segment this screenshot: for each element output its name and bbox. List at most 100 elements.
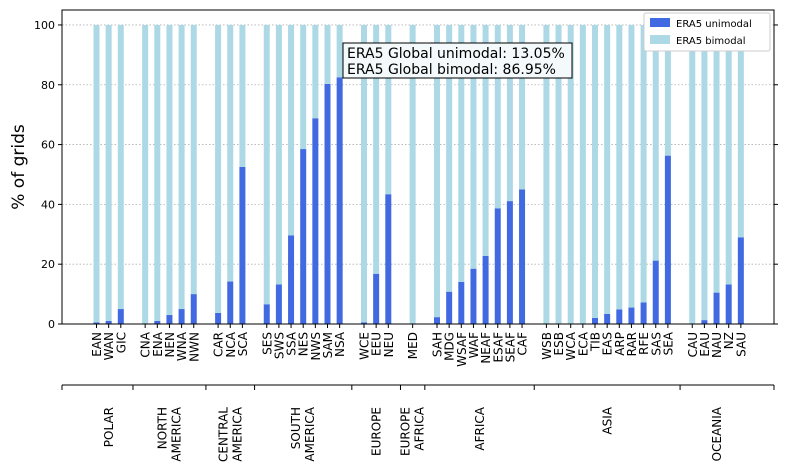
bar-bimodal-car <box>215 24 222 313</box>
bar-unimodal-nsa <box>336 77 343 325</box>
bar-bimodal-nes <box>300 24 307 150</box>
bar-unimodal-nws <box>312 118 319 324</box>
x-tick-label-sas: SAS <box>649 332 663 356</box>
region-label-2-line2: AMERICA <box>230 406 244 461</box>
bar-bimodal-ses <box>263 24 270 305</box>
x-tick-label-eas: EAS <box>601 332 615 355</box>
region-label-7: ASIA <box>601 406 615 434</box>
bar-unimodal-ean <box>93 322 100 324</box>
x-tick-label-nau: NAU <box>710 332 724 358</box>
bar-bimodal-mdg <box>446 24 453 292</box>
bar-bimodal-neu <box>385 24 392 195</box>
bar-unimodal-gic <box>117 309 124 324</box>
region-label-1: NORTH <box>155 407 169 449</box>
bar-bimodal-sah <box>434 24 440 318</box>
bar-unimodal-ses <box>263 304 270 324</box>
bar-bimodal-sau <box>737 24 744 238</box>
x-tick-label-waf: WAF <box>467 332 481 358</box>
bar-bimodal-med <box>409 24 416 324</box>
bar-bimodal-sea <box>664 24 671 156</box>
legend-label-unimodal: ERA5 unimodal <box>676 19 752 30</box>
x-tick-label-nes: NES <box>297 332 311 356</box>
x-tick-label-cau: CAU <box>686 332 700 357</box>
bar-bimodal-esb <box>555 24 562 324</box>
bar-bimodal-nsa <box>336 24 343 78</box>
bar-bimodal-ssa <box>288 24 295 236</box>
bar-unimodal-sah <box>434 317 440 324</box>
bar-bimodal-eau <box>701 24 708 321</box>
bar-bimodal-rar <box>628 24 635 308</box>
x-tick-label-eca: ECA <box>576 331 590 356</box>
x-tick-label-ena: ENA <box>151 331 165 357</box>
x-tick-label-nwn: NWN <box>187 332 201 362</box>
annotation-bimodal: ERA5 Global bimodal: 86.95% <box>347 62 556 78</box>
legend-label-bimodal: ERA5 bimodal <box>676 36 745 47</box>
bar-unimodal-neu <box>385 194 392 324</box>
x-tick-label-esaf: ESAF <box>491 332 505 363</box>
bar-bimodal-esaf <box>494 24 501 209</box>
x-tick-label-nca: NCA <box>224 331 238 357</box>
y-tick-label: 0 <box>48 318 55 331</box>
x-tick-label-sca: SCA <box>236 331 250 356</box>
bar-bimodal-cna <box>142 24 149 324</box>
bar-bimodal-wsaf <box>458 24 465 282</box>
bar-unimodal-ena <box>154 321 161 324</box>
x-tick-label-wsb: WSB <box>540 332 554 360</box>
x-tick-label-tib: TIB <box>589 332 603 352</box>
x-tick-label-seaf: SEAF <box>503 332 517 362</box>
x-tick-label-med: MED <box>406 332 420 359</box>
bar-unimodal-eas <box>604 313 611 324</box>
bar-bimodal-nz <box>725 24 732 285</box>
bar-bimodal-gic <box>117 24 124 310</box>
bar-unimodal-sca <box>239 167 246 324</box>
bar-unimodal-nen <box>166 315 173 324</box>
bar-bimodal-eas <box>604 24 611 314</box>
x-tick-label-caf: CAF <box>516 332 530 356</box>
bar-bimodal-nca <box>227 24 234 282</box>
y-tick-label: 40 <box>41 198 55 211</box>
bar-bimodal-neaf <box>482 24 489 256</box>
bar-unimodal-wce <box>361 322 367 324</box>
x-tick-label-wce: WCE <box>358 332 372 360</box>
bar-unimodal-wan <box>105 321 112 324</box>
region-label-8: OCEANIA <box>710 406 724 461</box>
bar-bimodal-seaf <box>506 24 513 202</box>
x-tick-label-ean: EAN <box>90 332 104 357</box>
bar-unimodal-sau <box>737 237 744 324</box>
bar-unimodal-sea <box>664 155 671 324</box>
region-label-2: CENTRAL <box>216 407 230 462</box>
bar-bimodal-sca <box>239 24 246 168</box>
x-tick-label-esb: ESB <box>552 332 566 355</box>
x-tick-label-cna: CNA <box>139 331 153 357</box>
legend-swatch-unimodal <box>650 18 670 27</box>
x-tick-label-wna: WNA <box>175 331 189 361</box>
bar-bimodal-nws <box>312 24 319 119</box>
x-tick-label-nws: NWS <box>309 332 323 360</box>
x-tick-label-neu: NEU <box>382 332 396 357</box>
legend: ERA5 unimodal ERA5 bimodal <box>643 12 771 52</box>
bar-bimodal-sws <box>275 24 282 285</box>
bar-unimodal-waf <box>470 268 477 324</box>
annotation-unimodal: ERA5 Global unimodal: 13.05% <box>347 46 565 62</box>
bar-bimodal-wna <box>178 24 185 310</box>
region-label-5: EUROPE <box>399 407 413 456</box>
bar-bimodal-wsb <box>543 24 550 324</box>
bar-bimodal-ean <box>93 24 100 323</box>
region-label-4: EUROPE <box>370 407 384 456</box>
x-tick-label-rfe: RFE <box>637 332 651 355</box>
x-tick-label-sau: SAU <box>734 332 748 357</box>
y-axis-label: % of grids <box>9 124 29 210</box>
region-group-axis: POLAR NORTH AMERICA CENTRAL AMERICA SOUTH AMER… <box>61 384 775 462</box>
bar-unimodal-eeu <box>373 273 380 324</box>
legend-swatch-bimodal <box>650 35 670 44</box>
bar-bimodal-rfe <box>640 24 647 303</box>
bar-unimodal-ssa <box>288 235 295 324</box>
bar-unimodal-arp <box>616 309 623 324</box>
bar-bimodal-sas <box>652 24 659 261</box>
bar-unimodal-seaf <box>506 201 513 324</box>
y-tick-label: 20 <box>41 258 55 271</box>
bar-unimodal-nz <box>725 284 732 324</box>
x-tick-label-sea: SEA <box>661 331 675 355</box>
